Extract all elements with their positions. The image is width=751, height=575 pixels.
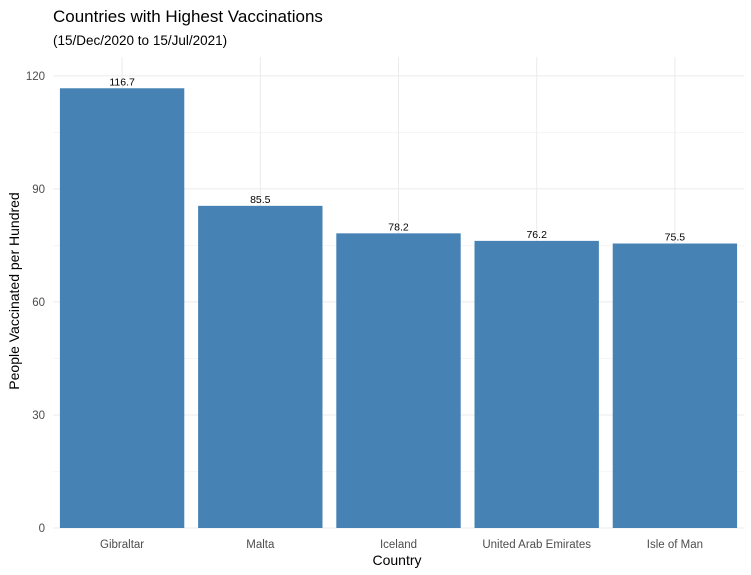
data-label: 76.2	[526, 229, 547, 241]
x-tick-label: United Arab Emirates	[482, 539, 591, 551]
chart-title: Countries with Highest Vaccinations	[53, 7, 323, 26]
x-tick-label: Gibraltar	[100, 539, 144, 551]
y-axis-ticks: 0 30 60 90 120	[26, 71, 45, 535]
y-tick-label: 60	[32, 297, 45, 309]
bar-malta	[198, 205, 323, 528]
y-tick-label: 120	[26, 71, 45, 83]
data-label: 116.7	[109, 76, 135, 88]
y-axis-title: People Vaccinated per Hundred	[6, 192, 22, 389]
y-tick-label: 90	[32, 184, 45, 196]
data-label: 78.2	[388, 221, 409, 233]
chart-subtitle: (15/Dec/2020 to 15/Jul/2021)	[53, 33, 227, 48]
bar-gibraltar	[59, 88, 185, 528]
y-tick-label: 30	[32, 410, 45, 422]
bar-iceland	[336, 233, 461, 528]
bar-united-arab-emirates	[474, 240, 599, 528]
bar-isle-of-man	[612, 243, 738, 529]
y-tick-label: 0	[39, 523, 45, 535]
data-label: 75.5	[665, 232, 686, 244]
x-tick-label: Malta	[246, 539, 275, 551]
x-axis-ticks: Gibraltar Malta Iceland United Arab Emirate…	[100, 539, 703, 551]
x-tick-label: Iceland	[380, 539, 417, 551]
x-axis-title: Country	[372, 552, 421, 568]
bars	[59, 88, 738, 529]
x-tick-label: Isle of Man	[647, 539, 703, 551]
data-label: 85.5	[250, 194, 271, 206]
data-labels: 116.7 85.5 78.2 76.2 75.5	[109, 76, 685, 243]
